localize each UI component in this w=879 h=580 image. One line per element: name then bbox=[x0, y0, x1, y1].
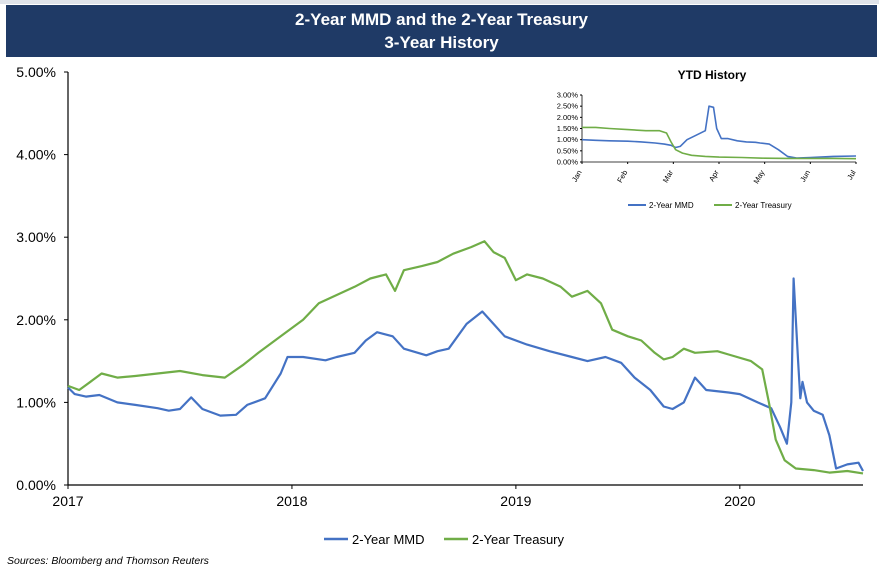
inset-y-tick-label: 0.50% bbox=[557, 146, 579, 155]
main-y-tick-label: 5.00% bbox=[16, 64, 56, 80]
main-y-tick-label: 4.00% bbox=[16, 147, 56, 163]
inset-x-tick-label: Feb bbox=[615, 169, 629, 185]
inset-series-line-2-year-mmd bbox=[581, 105, 857, 159]
main-y-tick-label: 1.00% bbox=[16, 394, 56, 410]
inset-legend-label-mmd: 2-Year MMD bbox=[649, 201, 694, 210]
main-series-line-2-year-mmd bbox=[67, 277, 864, 472]
inset-y-tick-label: 0.00% bbox=[557, 158, 579, 167]
main-legend: 2-Year MMD 2-Year Treasury bbox=[324, 532, 565, 547]
source-note: Sources: Bloomberg and Thomson Reuters bbox=[7, 555, 209, 567]
main-x-tick-label: 2018 bbox=[276, 493, 307, 509]
main-y-tick-label: 0.00% bbox=[16, 477, 56, 493]
top-rule bbox=[0, 0, 879, 4]
inset-title: YTD History bbox=[678, 68, 747, 82]
inset-y-tick-label: 1.50% bbox=[557, 124, 579, 133]
inset-x-tick-label: Jan bbox=[570, 169, 584, 184]
legend-label-treasury: 2-Year Treasury bbox=[472, 532, 565, 547]
inset-x-tick-label: Jun bbox=[798, 169, 812, 184]
inset-legend: 2-Year MMD 2-Year Treasury bbox=[628, 201, 792, 210]
title-banner: 2-Year MMD and the 2-Year Treasury 3-Yea… bbox=[6, 5, 877, 57]
inset-chart: YTD History 0.00% 0.50% 1.00% 1.50% 2.00% 2.5… bbox=[557, 68, 858, 210]
page-subtitle: 3-Year History bbox=[384, 33, 499, 52]
inset-series-line-2-year-treasury bbox=[582, 126, 857, 160]
main-y-tick-label: 2.00% bbox=[16, 312, 56, 328]
inset-x-tick-label: Jul bbox=[845, 168, 858, 181]
inset-y-tick-label: 1.00% bbox=[557, 135, 579, 144]
inset-x-tick-label: May bbox=[752, 168, 767, 185]
inset-legend-label-treasury: 2-Year Treasury bbox=[735, 201, 792, 210]
page-title: 2-Year MMD and the 2-Year Treasury bbox=[295, 10, 588, 29]
inset-y-tick-label: 3.00% bbox=[557, 91, 579, 100]
inset-y-tick-label: 2.50% bbox=[557, 102, 579, 111]
inset-x-tick-label: Mar bbox=[661, 168, 676, 184]
legend-label-mmd: 2-Year MMD bbox=[352, 532, 424, 547]
main-series-line-2-year-treasury bbox=[67, 240, 864, 475]
main-x-tick-label: 2019 bbox=[500, 493, 531, 509]
main-x-tick-label: 2017 bbox=[52, 493, 83, 509]
main-x-tick-label: 2020 bbox=[724, 493, 755, 509]
main-y-tick-label: 3.00% bbox=[16, 229, 56, 245]
inset-y-tick-label: 2.00% bbox=[557, 113, 579, 122]
inset-x-tick-label: Apr bbox=[707, 168, 721, 183]
